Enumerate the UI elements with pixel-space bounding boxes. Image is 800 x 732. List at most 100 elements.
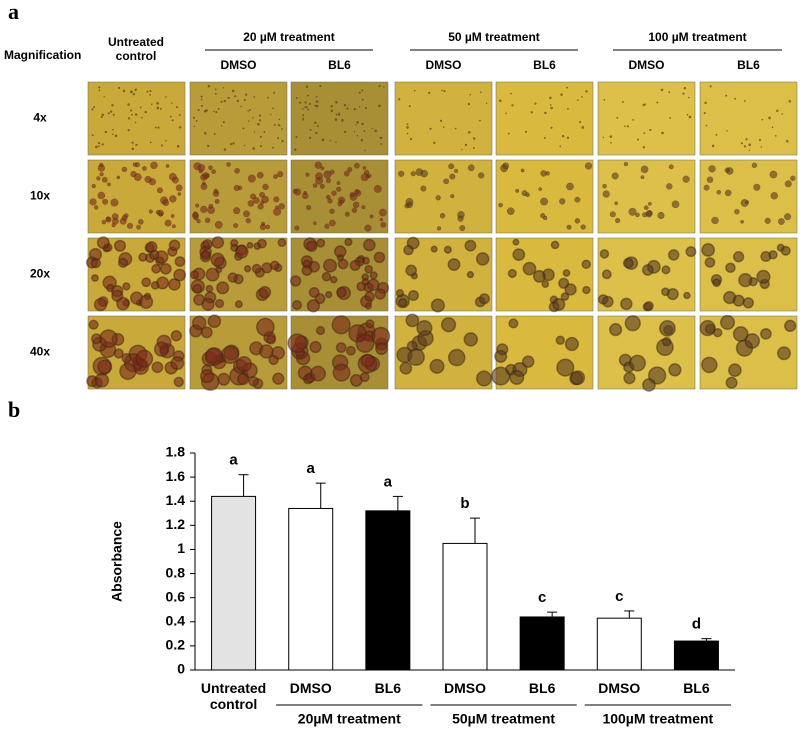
cell: [498, 202, 503, 208]
cell: [398, 98, 401, 101]
cell: [740, 142, 743, 145]
cell: [579, 120, 582, 124]
cell: [121, 352, 132, 364]
cell: [156, 101, 159, 105]
cell: [169, 115, 172, 118]
cell: [371, 326, 391, 346]
cell: [439, 212, 446, 219]
cell: [628, 354, 646, 372]
cell: [759, 327, 772, 340]
cell: [661, 336, 672, 347]
cell: [364, 107, 367, 110]
cell: [450, 194, 455, 199]
cell: [534, 102, 537, 105]
cell: [478, 293, 490, 305]
cell: [566, 182, 574, 191]
cell: [479, 91, 482, 94]
cell: [725, 376, 738, 389]
cell: [349, 191, 355, 198]
cell: [295, 136, 298, 139]
cell: [709, 85, 712, 88]
column-header: BL6: [328, 58, 351, 72]
column-header: DMSO: [426, 58, 462, 72]
cell: [686, 113, 689, 116]
cell: [201, 297, 215, 311]
cell: [566, 86, 569, 89]
cell: [642, 212, 648, 218]
cell: [585, 90, 588, 93]
cell: [205, 173, 210, 178]
cell: [139, 106, 142, 109]
cell: [443, 245, 452, 254]
cell: [159, 107, 162, 110]
cell: [336, 181, 341, 186]
cell: [132, 162, 138, 167]
cell: [355, 123, 357, 126]
cell: [466, 270, 475, 279]
cell: [315, 177, 323, 185]
cell: [464, 143, 468, 147]
significance-letter: c: [538, 589, 546, 606]
cell: [255, 317, 275, 337]
cell: [93, 297, 108, 312]
cell: [200, 183, 208, 190]
cell: [268, 354, 279, 366]
cell: [149, 89, 152, 93]
cell: [109, 110, 113, 113]
cell: [208, 165, 213, 170]
cell: [278, 124, 281, 127]
cell: [461, 148, 463, 151]
cell: [329, 275, 338, 284]
cell: [263, 131, 266, 133]
cell: [335, 101, 338, 104]
cell: [399, 361, 413, 375]
y-tick-label: 1.4: [166, 492, 186, 508]
cell: [668, 91, 671, 94]
cell: [315, 325, 326, 336]
cell: [363, 238, 376, 252]
cell: [127, 103, 130, 106]
cell: [160, 144, 164, 147]
cell: [245, 217, 252, 224]
cell: [463, 332, 479, 347]
y-tick-label: 1.8: [166, 444, 186, 460]
cell: [467, 131, 471, 134]
cell: [475, 370, 492, 387]
cell: [770, 191, 779, 200]
cell: [550, 126, 553, 129]
cell: [649, 128, 652, 132]
cell: [661, 131, 664, 135]
cell: [550, 240, 560, 250]
cell: [98, 86, 101, 89]
cell: [100, 116, 103, 119]
cell: [335, 342, 347, 353]
cell: [449, 173, 456, 180]
cell: [266, 96, 269, 99]
cell: [114, 134, 118, 138]
cell: [406, 126, 409, 129]
cell: [362, 166, 367, 170]
cell: [614, 201, 619, 206]
cell: [116, 175, 121, 180]
cell: [165, 140, 167, 142]
cell: [234, 95, 237, 98]
cell: [640, 165, 649, 174]
cell: [106, 283, 115, 293]
cell: [428, 91, 431, 94]
cell: [304, 106, 306, 109]
cell: [712, 278, 721, 288]
cell: [302, 118, 304, 121]
cell: [139, 294, 154, 309]
cell: [170, 214, 175, 219]
cell: [383, 86, 385, 88]
cell: [776, 346, 791, 361]
cell: [647, 201, 652, 206]
cell: [760, 146, 763, 148]
cell: [336, 186, 342, 192]
significance-letter: d: [692, 616, 701, 633]
cell: [623, 161, 629, 167]
cell: [277, 137, 280, 140]
bar: [288, 507, 334, 671]
cell: [258, 114, 262, 117]
cell: [343, 130, 347, 134]
